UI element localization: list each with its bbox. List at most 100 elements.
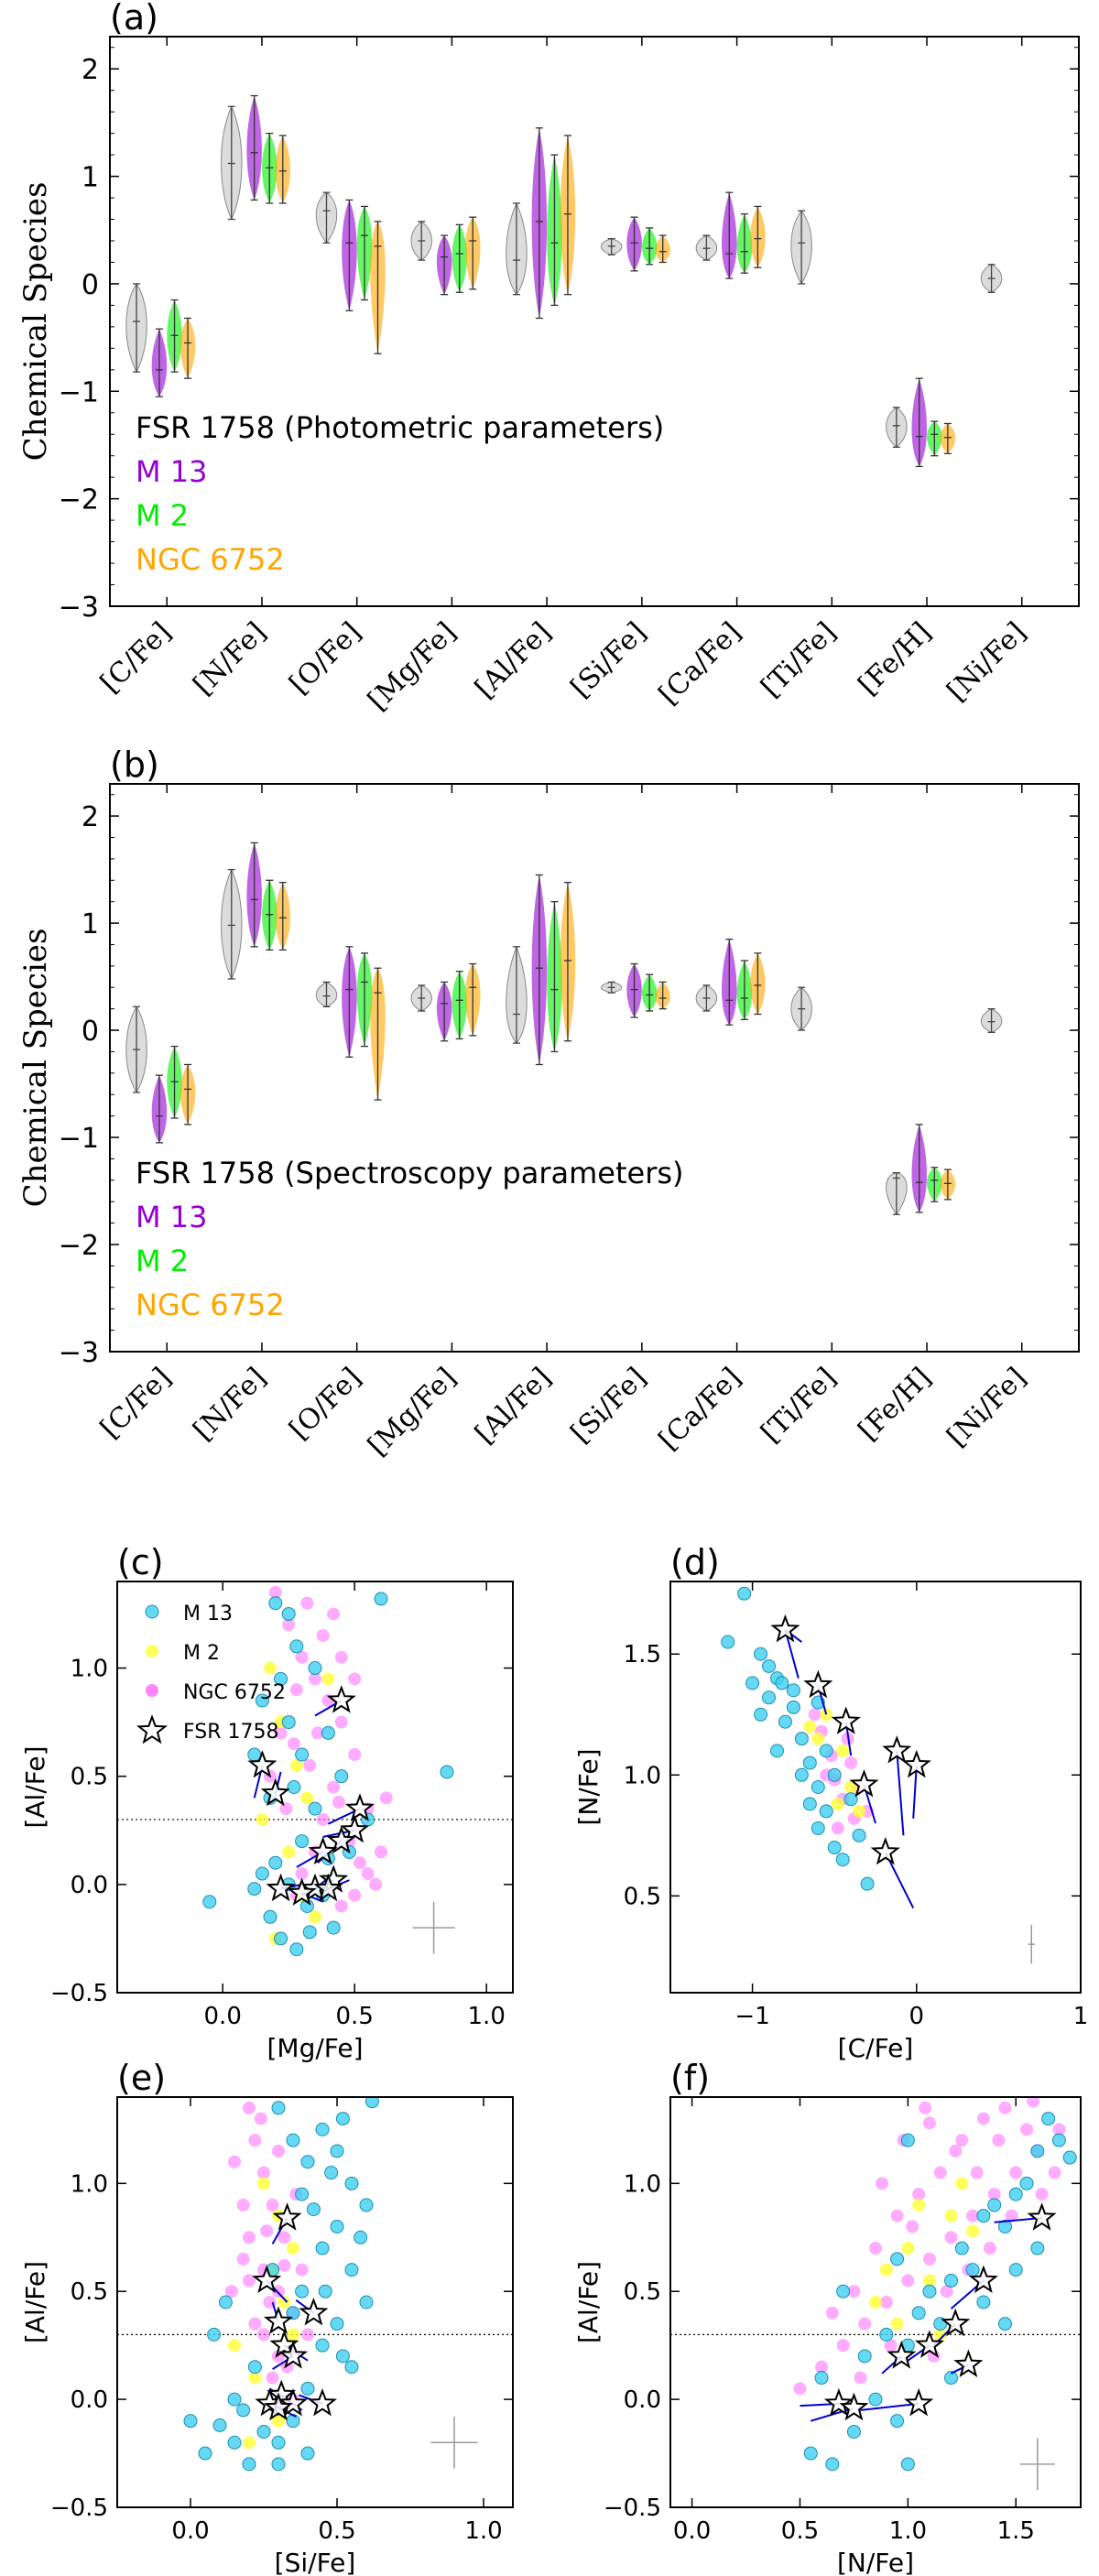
y-tick-label: 0 bbox=[82, 269, 99, 301]
m13-point bbox=[976, 2295, 991, 2310]
m2-point bbox=[287, 2328, 299, 2342]
m13-point bbox=[300, 2155, 315, 2169]
m13-point bbox=[778, 1714, 792, 1729]
fsr1758-star bbox=[953, 2349, 984, 2377]
y-axis-label: Chemical Species bbox=[17, 929, 54, 1208]
fsr1758-star bbox=[968, 2265, 998, 2293]
ngc6752-point bbox=[912, 2188, 926, 2201]
parameter-vector bbox=[912, 1765, 918, 1819]
m13-point bbox=[852, 1828, 866, 1842]
legend-entry: FSR 1758 (Spectroscopy parameters) bbox=[136, 1156, 684, 1190]
m2-point bbox=[289, 1758, 303, 1772]
m2-point bbox=[901, 2242, 915, 2255]
y-tick-label: 0.0 bbox=[71, 2386, 108, 2414]
fsr1758-star bbox=[313, 1873, 343, 1902]
m13-point bbox=[330, 2317, 344, 2331]
m13-point bbox=[359, 2295, 374, 2310]
ngc6752-point bbox=[858, 2317, 872, 2331]
ngc6752-point bbox=[353, 1856, 366, 1870]
ngc6752-point bbox=[992, 2134, 1006, 2147]
category-label: [Al/Fe] bbox=[469, 1362, 558, 1451]
x-tick-label: 1.0 bbox=[464, 2517, 502, 2545]
ngc6752-point bbox=[243, 2101, 256, 2114]
m13-point bbox=[295, 2284, 310, 2299]
category-label: [Mg/Fe] bbox=[362, 1362, 462, 1462]
m13-point bbox=[344, 2176, 359, 2190]
m2-point bbox=[966, 2224, 980, 2238]
ngc6752-point bbox=[1009, 2166, 1023, 2179]
fsr1758-star bbox=[941, 2308, 971, 2337]
m13-point bbox=[289, 1639, 304, 1654]
m13-point bbox=[255, 1693, 269, 1708]
m13-point bbox=[271, 2435, 286, 2450]
m13-point bbox=[754, 1707, 768, 1722]
m13-point bbox=[286, 2306, 300, 2321]
ngc6752-point bbox=[901, 2274, 915, 2288]
panel-label: (a) bbox=[110, 0, 158, 38]
x-tick-label: 1.0 bbox=[889, 2517, 927, 2545]
m13-point bbox=[775, 1676, 789, 1690]
m13-point bbox=[911, 2306, 926, 2321]
ngc6752-point bbox=[1005, 2209, 1018, 2223]
category-label: [Fe/H] bbox=[853, 1362, 938, 1447]
legend-entry: M 2 bbox=[136, 498, 189, 533]
m2-point bbox=[879, 2263, 893, 2277]
m13-point bbox=[803, 2446, 818, 2461]
fsr1758-star bbox=[1027, 2202, 1057, 2231]
y-tick-label: 1.5 bbox=[624, 1641, 661, 1668]
x-tick-label: 0.5 bbox=[318, 2517, 355, 2545]
x-tick-label: 1.5 bbox=[997, 2517, 1035, 2545]
y-tick-label: −0.5 bbox=[604, 2494, 661, 2522]
category-label: [N/Fe] bbox=[187, 1362, 272, 1447]
ngc6752-point bbox=[361, 1867, 375, 1881]
m2-point bbox=[282, 1845, 296, 1859]
panel-label: (d) bbox=[670, 1542, 720, 1582]
y-tick-label: −3 bbox=[59, 592, 99, 624]
m13-point bbox=[302, 1925, 317, 1940]
m13-point bbox=[997, 2317, 1012, 2331]
m13-point bbox=[318, 2284, 332, 2299]
m13-point bbox=[295, 1747, 310, 1762]
m2-point bbox=[803, 1720, 817, 1734]
m13-point bbox=[271, 2457, 286, 2472]
plot-frame bbox=[669, 1581, 1082, 1994]
fsr1758-star bbox=[823, 2387, 854, 2417]
ngc6752-point bbox=[922, 2116, 936, 2130]
ngc6752-point bbox=[301, 2328, 314, 2342]
plot-area bbox=[721, 1586, 1035, 1964]
plot-area bbox=[117, 2097, 513, 2472]
ngc6752-point bbox=[332, 1796, 345, 1810]
y-tick-label: 1 bbox=[82, 162, 99, 194]
fsr1758-star bbox=[849, 1769, 879, 1798]
y-axis-label: Chemical Species bbox=[17, 182, 54, 462]
x-tick-label: −1 bbox=[734, 2003, 769, 2030]
category-label: [Ti/Fe] bbox=[755, 616, 843, 704]
x-axis-label: [N/Fe] bbox=[837, 2548, 914, 2576]
ngc6752-point bbox=[949, 2144, 963, 2158]
y-tick-label: −0.5 bbox=[50, 1980, 108, 2007]
m13-point bbox=[321, 1725, 335, 1740]
fsr1758-star bbox=[326, 1825, 356, 1854]
m13-point bbox=[227, 2392, 242, 2407]
legend-star-icon bbox=[136, 1714, 169, 1745]
ngc6752-point bbox=[369, 1877, 383, 1891]
ngc6752-point bbox=[1035, 2188, 1049, 2201]
parameter-vector bbox=[784, 1629, 800, 1679]
ngc6752-point bbox=[228, 2155, 241, 2168]
ngc6752-point bbox=[295, 1867, 309, 1881]
y-tick-label: −1 bbox=[59, 1123, 99, 1155]
x-tick-label: 0 bbox=[909, 2003, 925, 2030]
m13-point bbox=[183, 2414, 198, 2429]
m13-point bbox=[227, 2435, 242, 2450]
fsr1758-star bbox=[326, 1685, 356, 1713]
m13-point bbox=[202, 1895, 217, 1909]
m13-point bbox=[1019, 2176, 1034, 2190]
m13-point bbox=[835, 1853, 850, 1867]
m13-point bbox=[811, 1821, 825, 1835]
panel-b: −3 −2 −1 0 1 2 [C/Fe] [N/Fe] [O/Fe][Mg/Fe] [Al/Fe… bbox=[17, 745, 1080, 1462]
category-label: [Si/Fe] bbox=[565, 616, 653, 704]
m13-point bbox=[198, 2446, 212, 2461]
m13-point bbox=[721, 1635, 735, 1649]
fsr1758-star bbox=[340, 1814, 370, 1843]
